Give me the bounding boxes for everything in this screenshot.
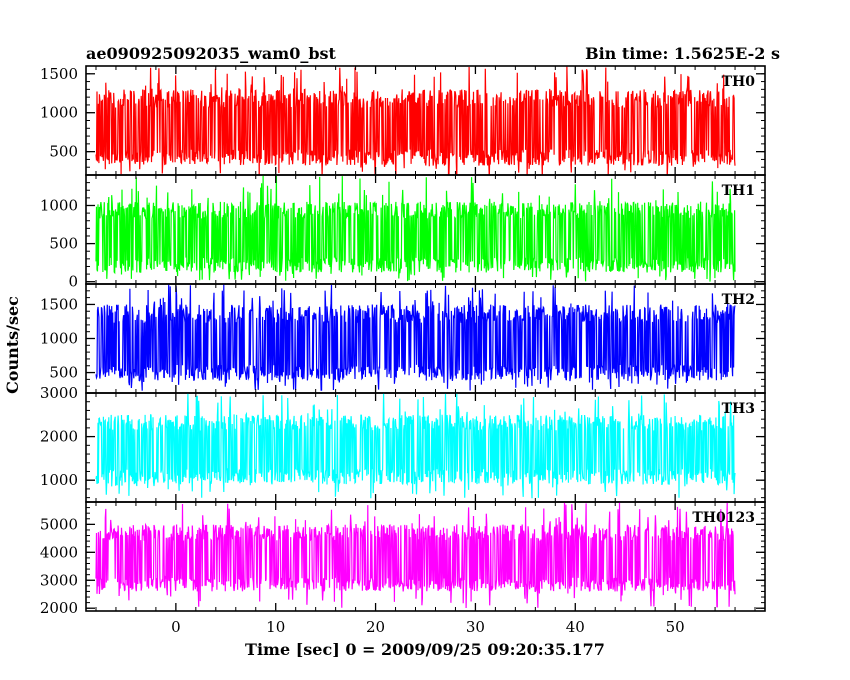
panel-label-th0123: TH0123 — [692, 510, 755, 526]
bin-time-label: Bin time: 1.5625E-2 s — [585, 44, 780, 63]
y-tick-label: 500 — [49, 143, 78, 161]
panel-th1: 0 500 1000 TH1 — [40, 174, 766, 291]
panel-th0: 500 1000 1500 TH0 — [40, 65, 766, 176]
panel-frame — [85, 501, 766, 612]
series-line-th2 — [95, 284, 736, 391]
y-axis-title: Counts/sec — [3, 296, 22, 394]
x-tick-label: 40 — [566, 618, 585, 636]
x-tick-label: 50 — [666, 618, 685, 636]
x-tick-label: 0 — [171, 618, 181, 636]
x-tick-label: 10 — [266, 618, 285, 636]
series-line-th3 — [95, 393, 736, 499]
panel-th3: 1000 2000 3000 TH3 — [40, 384, 766, 503]
y-tick-label: 500 — [49, 235, 78, 253]
panel-label-th3: TH3 — [722, 401, 755, 417]
panel-label-th0: TH0 — [722, 74, 756, 90]
y-tick-label: 1500 — [40, 295, 78, 313]
y-tick-label: 1000 — [40, 330, 78, 348]
y-tick-label: 3000 — [40, 571, 78, 589]
x-axis-title: Time [sec] 0 = 2009/09/25 09:20:35.177 — [245, 640, 605, 659]
x-tick-label: 20 — [366, 618, 385, 636]
panel-label-th2: TH2 — [722, 292, 755, 308]
series-line-th1 — [95, 175, 736, 282]
y-tick-label: 5000 — [40, 515, 78, 533]
y-tick-label: 1000 — [40, 471, 78, 489]
y-tick-label: 1500 — [40, 65, 78, 83]
chart-title: ae090925092035_wam0_bst — [86, 44, 337, 63]
y-tick-label: 2000 — [40, 428, 78, 446]
y-tick-label: 1000 — [40, 104, 78, 122]
y-tick-label: 2000 — [40, 599, 78, 617]
y-tick-label: 0 — [68, 273, 78, 291]
panel-th2: 500 1000 1500 TH2 — [40, 283, 766, 394]
y-tick-label: 4000 — [40, 543, 78, 561]
y-tick-label: 1000 — [40, 196, 78, 214]
x-tick-label: 30 — [466, 618, 485, 636]
series-line-th0 — [95, 66, 736, 175]
y-tick-label: 3000 — [40, 384, 78, 402]
panels-group: 500 1000 1500 TH0 0 500 1000 TH1 500 1000 1500 TH2 1… — [40, 65, 766, 617]
panel-label-th1: TH1 — [722, 183, 755, 199]
y-tick-label: 500 — [49, 364, 78, 382]
panel-th0123: 2000 3000 4000 5000 TH0123 — [40, 501, 766, 617]
x-axis: 0 10 20 30 40 50 — [171, 618, 685, 636]
series-line-th0123 — [95, 502, 736, 609]
